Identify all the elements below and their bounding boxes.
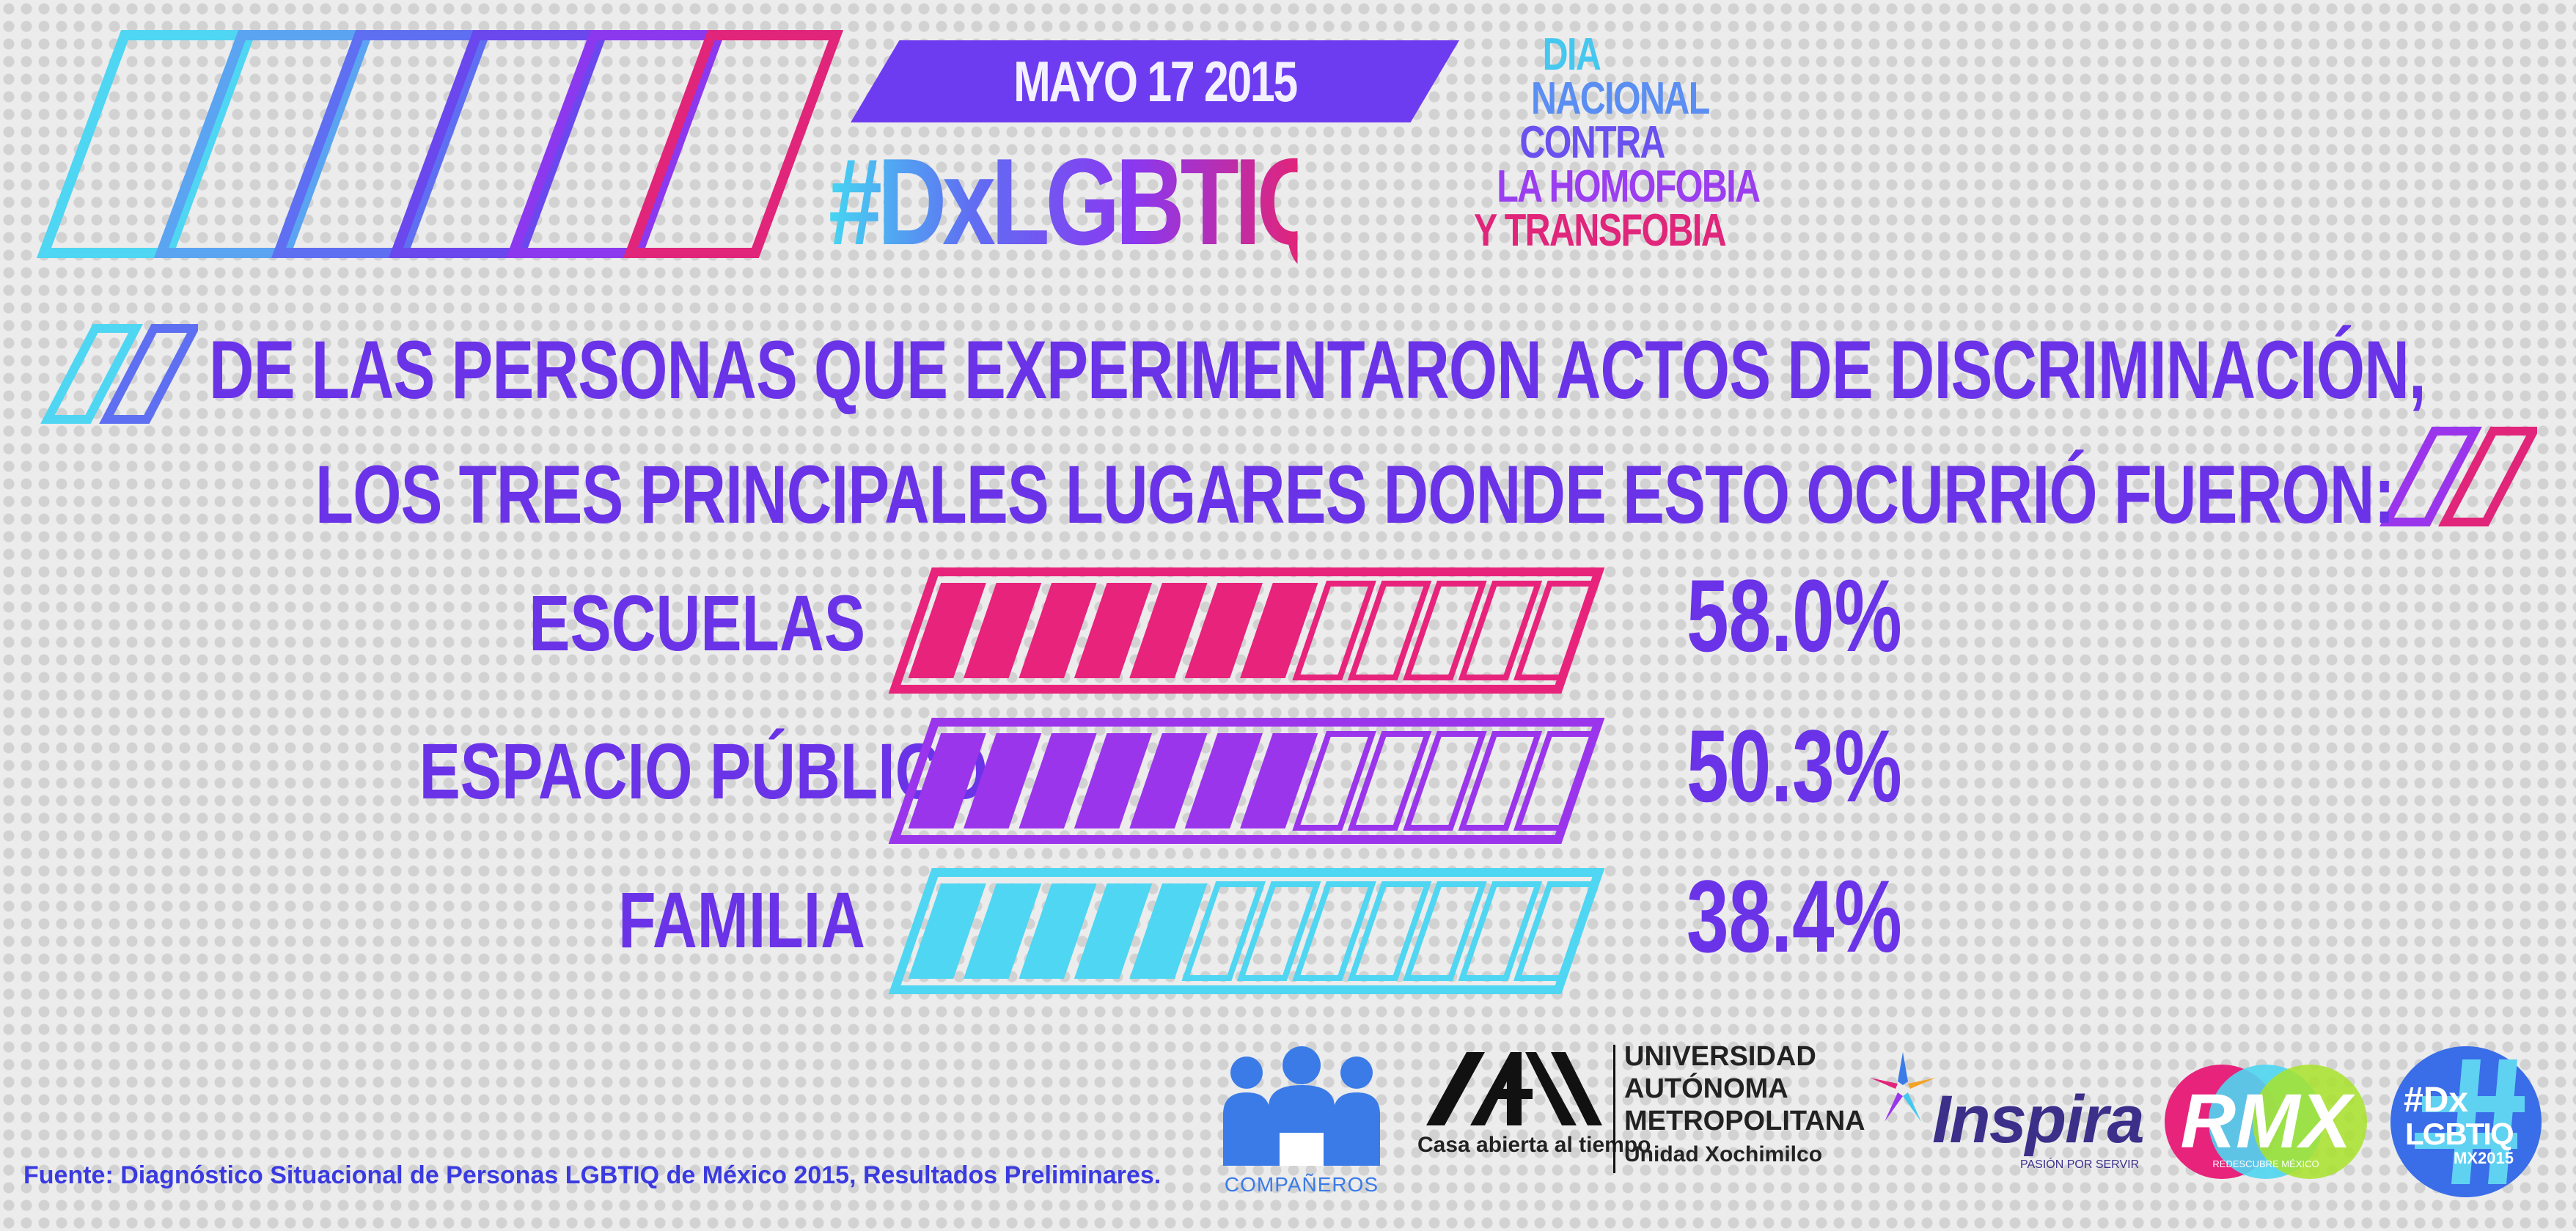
bar-segment-filled <box>1129 583 1208 678</box>
dia-line: LA HOMOFOBIA <box>1474 164 1761 210</box>
date-banner <box>851 40 1459 122</box>
bar-segment-empty <box>1292 581 1376 680</box>
decorative-stripes-right <box>2379 427 2537 526</box>
bar-segment-filled <box>1129 883 1208 979</box>
bar-segment-empty <box>1236 881 1321 981</box>
dia-line-text: Y TRANSFOBIA <box>1474 205 1727 256</box>
dia-line: Y TRANSFOBIA <box>1474 208 1727 254</box>
bar-segment-empty <box>1513 581 1598 680</box>
decorative-stripes-left <box>40 324 198 424</box>
category-label: FAMILIA <box>618 875 865 964</box>
inspira-star-icon <box>1870 1052 1936 1122</box>
dx-badge-logo: #Dx LGBTIQ MX2015 <box>2389 1045 2543 1199</box>
dx-badge-line-1: #Dx <box>2404 1081 2469 1120</box>
companeros-logo: COMPAÑEROS <box>1217 1045 1386 1196</box>
bar-segment-empty <box>1347 731 1432 831</box>
headline-line-1: DE LAS PERSONAS QUE EXPERIMENTARON ACTOS… <box>209 324 2426 416</box>
bar-segment-filled <box>1184 583 1263 678</box>
bar-chart <box>888 567 1605 994</box>
bar-segment-filled <box>1019 583 1097 678</box>
uam-divider <box>1613 1045 1615 1173</box>
rmx-logo: RMX REDESCUBRE MÉXICO <box>2156 1056 2376 1188</box>
category-label-wrap: FAMILIA <box>293 876 865 964</box>
rmx-wordmark: RMX <box>2180 1078 2352 1164</box>
bar-segment-empty <box>1292 731 1376 831</box>
bar-segment-empty <box>1458 881 1543 981</box>
dia-line-text: LA HOMOFOBIA <box>1497 161 1761 212</box>
dia-line: DIA <box>1474 32 1703 78</box>
dx-badge-circle-icon <box>2390 1046 2542 1197</box>
bar-segment-empty <box>1347 881 1432 981</box>
uam-emblem-icon <box>1426 1052 1602 1125</box>
hashtag-title: #DxLGBTIQMx <box>829 133 1456 271</box>
bar-segment-empty <box>1403 881 1487 981</box>
category-label-wrap: ESCUELAS <box>293 579 865 667</box>
dia-line: NACIONAL <box>1474 76 1710 122</box>
people-icon <box>1223 1046 1380 1166</box>
dia-line-text: DIA <box>1542 29 1601 80</box>
bar-frame <box>888 868 1605 994</box>
bar-segment-empty <box>1458 731 1543 831</box>
dx-badge-line-2: LGBTIQ <box>2405 1117 2514 1151</box>
bar-frame <box>888 567 1605 694</box>
inspira-wordmark: Inspira <box>1932 1082 2145 1157</box>
bar-segment-empty <box>1403 731 1487 831</box>
uam-name-3: METROPOLITANA <box>1624 1106 1865 1136</box>
value-label: 58.0% <box>1687 558 1902 673</box>
bar-segment-empty <box>1403 581 1487 680</box>
bar-segment-filled <box>1184 733 1263 828</box>
dx-badge-line-3: MX2015 <box>2454 1149 2514 1167</box>
bar-segment-filled <box>964 733 1042 828</box>
bar-group <box>888 868 1605 994</box>
bar-segment-filled <box>964 883 1042 979</box>
bar-segment-filled <box>1074 883 1153 979</box>
dia-line-text: NACIONAL <box>1531 73 1710 124</box>
uam-name-1: UNIVERSIDAD <box>1624 1041 1816 1072</box>
dia-nacional-block: DIA NACIONAL CONTRA LA HOMOFOBIA Y TRANS… <box>1474 32 1767 254</box>
bar-segment-filled <box>908 583 986 678</box>
bar-segment-filled <box>908 733 986 828</box>
bar-frame <box>888 718 1605 844</box>
bar-segment-empty <box>1513 881 1598 981</box>
bar-segment-empty <box>1458 581 1543 680</box>
value-label: 50.3% <box>1687 708 1902 823</box>
bar-group <box>888 718 1605 844</box>
bar-segment-filled <box>1240 583 1318 678</box>
uam-tagline: Casa abierta al tiempo <box>1417 1133 1651 1157</box>
bar-group <box>888 567 1605 694</box>
source-note: Fuente: Diagnóstico Situacional de Perso… <box>23 1161 1162 1189</box>
bar-segment-empty <box>1181 881 1266 981</box>
uam-logo: Casa abierta al tiempo UNIVERSIDAD AUTÓN… <box>1412 1041 1865 1180</box>
category-label: ESPACIO PÚBLICO <box>419 727 988 815</box>
bar-segment-filled <box>1074 583 1153 678</box>
bar-segment-filled <box>1240 733 1318 828</box>
bar-segment-filled <box>1129 733 1208 828</box>
bar-segment-empty <box>1292 881 1376 981</box>
bar-segment-empty <box>1347 581 1432 680</box>
rmx-circles-icon <box>2165 1065 2367 1179</box>
uam-name-2: AUTÓNOMA <box>1624 1073 1788 1104</box>
bar-segment-filled <box>908 883 986 979</box>
headline-line-2: LOS TRES PRINCIPALES LUGARES DONDE ESTO … <box>315 449 2395 540</box>
category-label: ESCUELAS <box>529 578 865 667</box>
value-label: 38.4% <box>1687 859 1902 974</box>
dia-line: CONTRA <box>1474 120 1703 166</box>
bar-segment-empty <box>1513 731 1598 831</box>
bar-segment-filled <box>1019 883 1097 979</box>
inspira-logo: Inspira PASIÓN POR SERVIR <box>1863 1048 2148 1180</box>
inspira-tagline: PASIÓN POR SERVIR <box>2020 1158 2140 1171</box>
dia-line-text: CONTRA <box>1519 117 1665 168</box>
uam-unit: Unidad Xochimilco <box>1624 1142 1823 1166</box>
bar-segment-filled <box>1074 733 1153 828</box>
companeros-label: COMPAÑEROS <box>1224 1173 1379 1196</box>
decorative-stripes-top <box>36 30 844 258</box>
bar-segment-filled <box>1019 733 1097 828</box>
rmx-tagline: REDESCUBRE MÉXICO <box>2212 1158 2319 1169</box>
date-text: MAYO 17 2015 <box>1013 48 1298 114</box>
bar-segment-filled <box>964 583 1042 678</box>
category-label-wrap: ESPACIO PÚBLICO <box>293 727 988 815</box>
